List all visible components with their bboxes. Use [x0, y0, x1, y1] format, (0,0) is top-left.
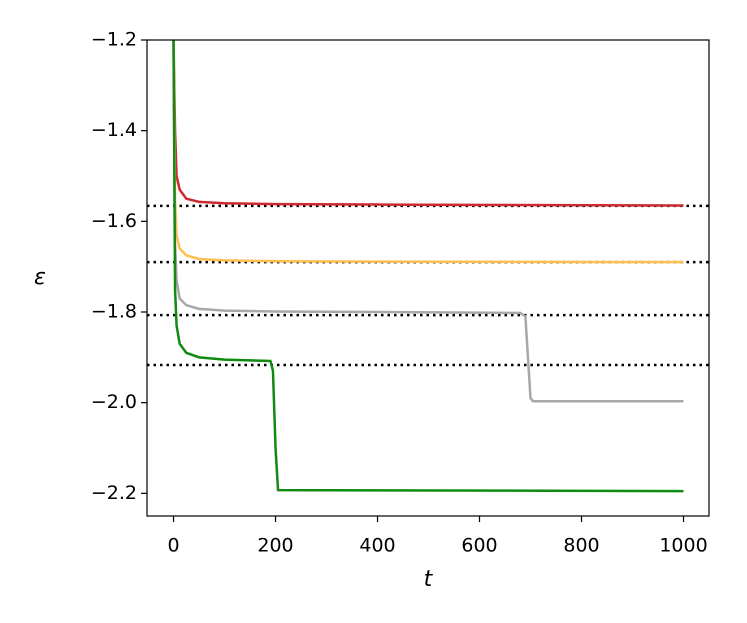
y-tick-label: −1.4	[91, 119, 137, 141]
series-line	[172, 40, 684, 493]
x-tick-label: 200	[257, 535, 293, 557]
x-tick-label: 1000	[659, 535, 707, 557]
x-tick-label: 600	[461, 535, 497, 557]
x-axis-label: t	[424, 567, 434, 592]
y-tick-label: −1.8	[91, 301, 137, 323]
axes-frame	[146, 39, 710, 517]
x-tick-label: 400	[359, 535, 395, 557]
y-axis-label: ε	[34, 265, 46, 290]
x-tick-label: 800	[563, 535, 599, 557]
plot-area	[147, 40, 709, 493]
series-line	[172, 40, 684, 403]
y-tick-label: −1.2	[91, 29, 137, 51]
y-tick-label: −2.2	[91, 482, 137, 504]
series-line	[172, 40, 684, 264]
y-tick-label: −2.0	[91, 391, 137, 413]
series-line	[172, 40, 684, 207]
y-tick-label: −1.6	[91, 210, 137, 232]
x-tick-label: 0	[167, 535, 179, 557]
